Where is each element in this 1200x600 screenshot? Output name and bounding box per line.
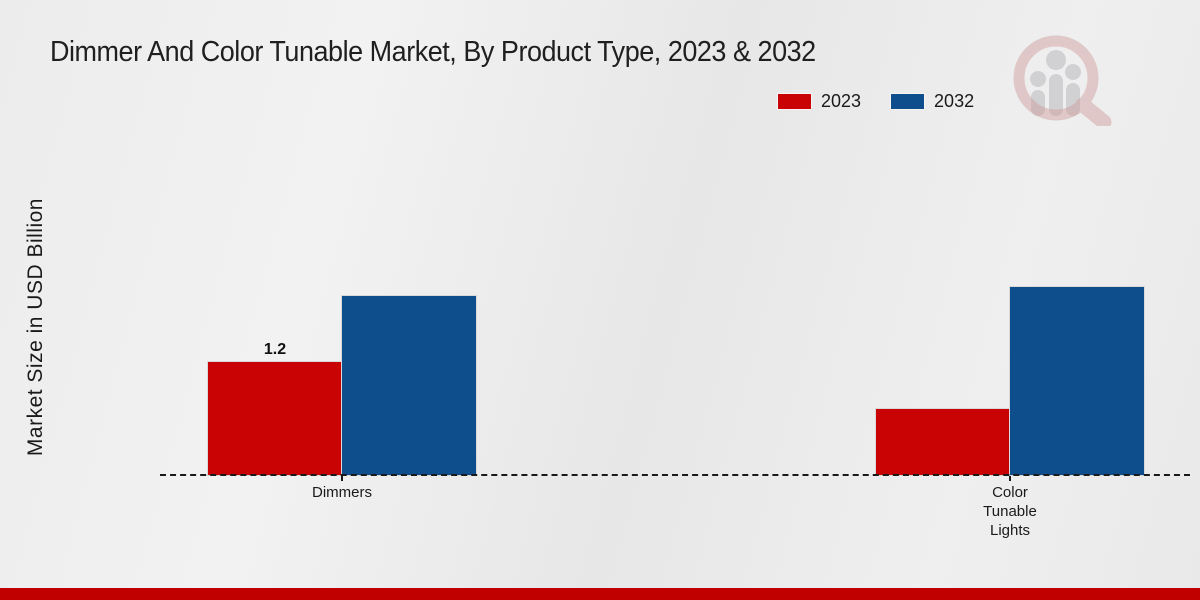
bar-2032-color-tunable-lights — [1009, 286, 1145, 476]
category-label-color-tunable-lights: Color Tunable Lights — [983, 484, 1037, 539]
legend-swatch-2023-icon — [777, 93, 812, 110]
legend-item-2023: 2023 — [777, 91, 862, 112]
bar-2032-dimmers — [341, 295, 477, 476]
legend-swatch-2032-icon — [890, 93, 926, 110]
category-label-dimmers: Dimmers — [312, 484, 372, 501]
legend: 2023 2032 — [777, 91, 975, 112]
x-axis-tick-dimmers — [341, 476, 343, 481]
bar-value-label: 1.2 — [263, 341, 287, 358]
legend-item-2032: 2032 — [890, 91, 975, 112]
footer-stripe — [0, 588, 1200, 600]
legend-label-2023: 2023 — [821, 91, 862, 111]
legend-label-2032: 2032 — [934, 91, 975, 111]
bar-2023-color-tunable-lights — [875, 408, 1011, 476]
magnifier-people-chart-logo-icon — [1013, 35, 1112, 126]
x-axis-tick-color-tunable-lights — [1009, 476, 1011, 481]
chart-title: Dimmer And Color Tunable Market, By Prod… — [50, 36, 816, 68]
bar-2023-dimmers — [207, 361, 343, 476]
x-axis-line — [160, 474, 1190, 476]
